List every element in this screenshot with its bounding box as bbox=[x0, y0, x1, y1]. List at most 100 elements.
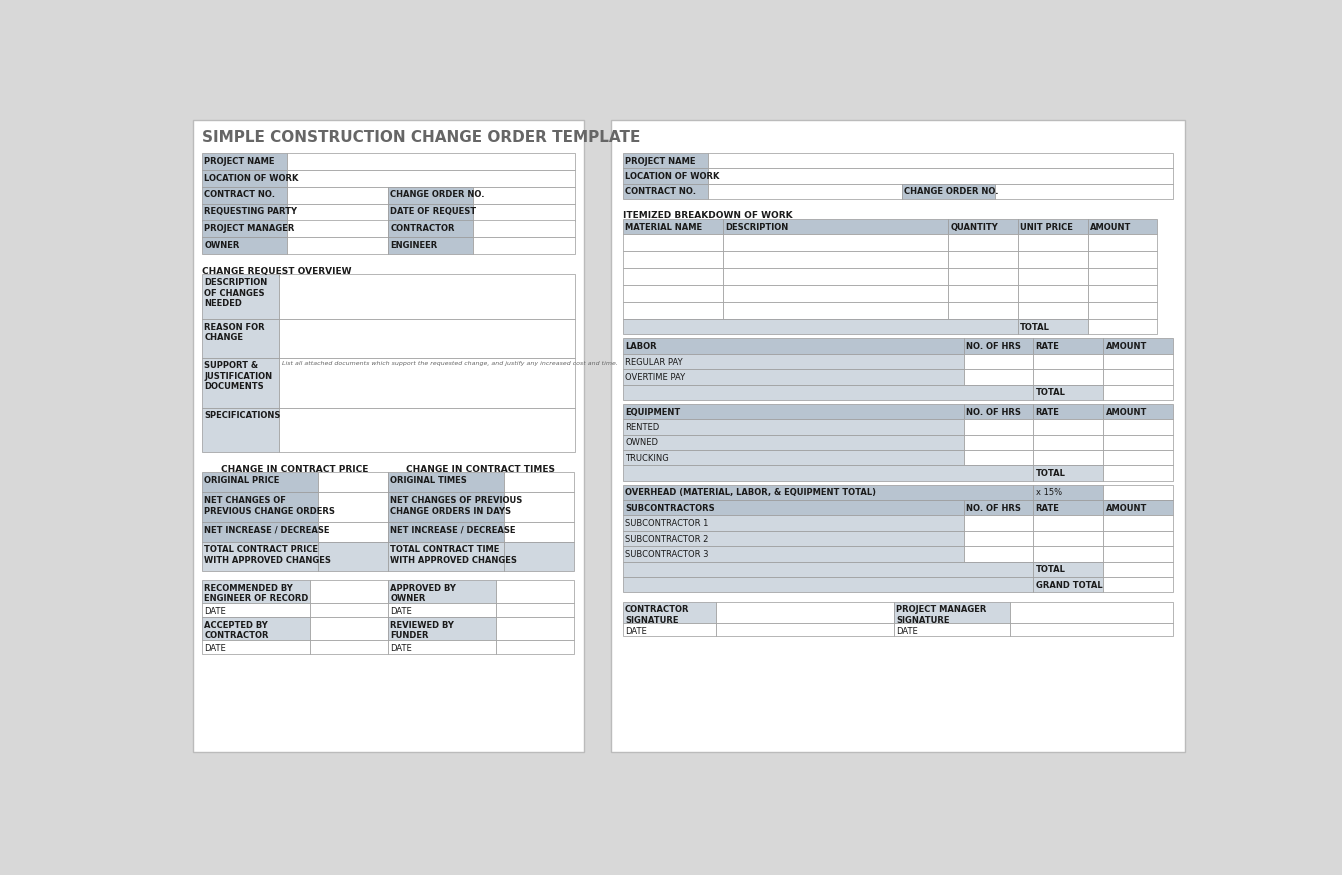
Bar bbox=[964, 546, 1033, 562]
Text: CONTRACT NO.: CONTRACT NO. bbox=[204, 191, 275, 200]
Bar bbox=[623, 450, 964, 466]
Bar bbox=[201, 493, 318, 522]
Text: NO. OF HRS: NO. OF HRS bbox=[966, 342, 1021, 351]
Text: AMOUNT: AMOUNT bbox=[1090, 223, 1131, 232]
Bar bbox=[279, 408, 574, 452]
Bar bbox=[723, 234, 949, 251]
Bar bbox=[1087, 234, 1157, 251]
Text: List all attached documents which support the requested change, and justify any : List all attached documents which suppor… bbox=[282, 361, 617, 367]
Bar bbox=[623, 319, 1019, 334]
Text: NO. OF HRS: NO. OF HRS bbox=[966, 408, 1021, 416]
Bar bbox=[201, 617, 310, 640]
Text: SUBCONTRACTORS: SUBCONTRACTORS bbox=[625, 504, 715, 513]
Bar bbox=[623, 602, 715, 623]
Bar bbox=[201, 473, 318, 493]
Bar bbox=[1087, 319, 1157, 334]
Bar bbox=[623, 531, 964, 546]
Text: ITEMIZED BREAKDOWN OF WORK: ITEMIZED BREAKDOWN OF WORK bbox=[623, 211, 792, 220]
Bar bbox=[1087, 302, 1157, 319]
Text: REQUESTING PARTY: REQUESTING PARTY bbox=[204, 207, 297, 216]
Text: RECOMMENDED BY
ENGINEER OF RECORD: RECOMMENDED BY ENGINEER OF RECORD bbox=[204, 584, 309, 604]
Text: NET INCREASE / DECREASE: NET INCREASE / DECREASE bbox=[204, 525, 330, 535]
Text: TOTAL: TOTAL bbox=[1036, 469, 1066, 479]
Bar bbox=[388, 237, 474, 255]
Bar bbox=[497, 640, 574, 654]
Text: UNIT PRICE: UNIT PRICE bbox=[1020, 223, 1074, 232]
Text: OWNER: OWNER bbox=[204, 242, 240, 250]
Bar bbox=[1033, 384, 1103, 400]
Bar bbox=[1103, 354, 1173, 369]
Text: SIMPLE CONSTRUCTION CHANGE ORDER TEMPLATE: SIMPLE CONSTRUCTION CHANGE ORDER TEMPLAT… bbox=[201, 130, 640, 144]
Bar bbox=[723, 219, 949, 234]
Text: DATE: DATE bbox=[391, 644, 412, 653]
Text: NET CHANGES OF PREVIOUS
CHANGE ORDERS IN DAYS: NET CHANGES OF PREVIOUS CHANGE ORDERS IN… bbox=[391, 496, 522, 515]
Bar bbox=[201, 220, 287, 237]
Bar bbox=[279, 319, 574, 358]
Bar bbox=[192, 121, 584, 752]
Bar bbox=[310, 640, 388, 654]
Bar bbox=[287, 170, 574, 186]
Bar bbox=[623, 562, 1033, 577]
Bar bbox=[1103, 500, 1173, 515]
Bar bbox=[1087, 269, 1157, 285]
Bar bbox=[1033, 562, 1103, 577]
Text: RATE: RATE bbox=[1036, 504, 1060, 513]
Bar bbox=[949, 269, 1019, 285]
Bar bbox=[1019, 234, 1087, 251]
Bar bbox=[1103, 339, 1173, 354]
Bar bbox=[1019, 302, 1087, 319]
Text: CHANGE IN CONTRACT PRICE: CHANGE IN CONTRACT PRICE bbox=[221, 466, 369, 474]
Bar bbox=[310, 603, 388, 617]
Bar bbox=[201, 204, 287, 220]
Bar bbox=[623, 251, 723, 269]
Bar bbox=[894, 602, 1011, 623]
Bar bbox=[318, 473, 388, 493]
Bar bbox=[497, 580, 574, 603]
Text: ACCEPTED BY
CONTRACTOR: ACCEPTED BY CONTRACTOR bbox=[204, 621, 268, 640]
Bar bbox=[623, 184, 709, 199]
Bar bbox=[1033, 531, 1103, 546]
Bar bbox=[623, 285, 723, 302]
Bar bbox=[388, 493, 505, 522]
Bar bbox=[623, 234, 723, 251]
Bar bbox=[964, 500, 1033, 515]
Text: LOCATION OF WORK: LOCATION OF WORK bbox=[204, 173, 298, 183]
Bar bbox=[388, 473, 505, 493]
Bar bbox=[505, 493, 574, 522]
Bar bbox=[474, 186, 574, 204]
Bar bbox=[623, 435, 964, 450]
Bar bbox=[388, 617, 497, 640]
Bar bbox=[709, 168, 1173, 184]
Bar bbox=[310, 617, 388, 640]
Text: CHANGE IN CONTRACT TIMES: CHANGE IN CONTRACT TIMES bbox=[407, 466, 556, 474]
Text: DATE: DATE bbox=[204, 644, 225, 653]
Bar bbox=[201, 542, 318, 570]
Bar bbox=[201, 522, 318, 542]
Text: CHANGE REQUEST OVERVIEW: CHANGE REQUEST OVERVIEW bbox=[201, 267, 352, 276]
Bar bbox=[287, 204, 388, 220]
Bar bbox=[201, 358, 279, 408]
Bar bbox=[623, 354, 964, 369]
Bar bbox=[1103, 485, 1173, 500]
Bar bbox=[201, 237, 287, 255]
Bar bbox=[318, 493, 388, 522]
Bar bbox=[623, 623, 715, 635]
Bar bbox=[623, 269, 723, 285]
Bar bbox=[287, 220, 388, 237]
Bar bbox=[902, 184, 994, 199]
Bar bbox=[1019, 319, 1087, 334]
Bar bbox=[623, 419, 964, 435]
Text: APPROVED BY
OWNER: APPROVED BY OWNER bbox=[391, 584, 456, 604]
Text: PROJECT MANAGER: PROJECT MANAGER bbox=[204, 224, 294, 234]
Bar bbox=[964, 531, 1033, 546]
Text: OWNED: OWNED bbox=[625, 438, 658, 447]
Bar bbox=[623, 500, 964, 515]
Text: AMOUNT: AMOUNT bbox=[1106, 408, 1147, 416]
Bar bbox=[1019, 285, 1087, 302]
Bar bbox=[388, 580, 497, 603]
Bar bbox=[388, 220, 474, 237]
Bar bbox=[623, 302, 723, 319]
Bar bbox=[964, 403, 1033, 419]
Text: PROJECT MANAGER
SIGNATURE: PROJECT MANAGER SIGNATURE bbox=[896, 606, 986, 625]
Bar bbox=[623, 168, 709, 184]
